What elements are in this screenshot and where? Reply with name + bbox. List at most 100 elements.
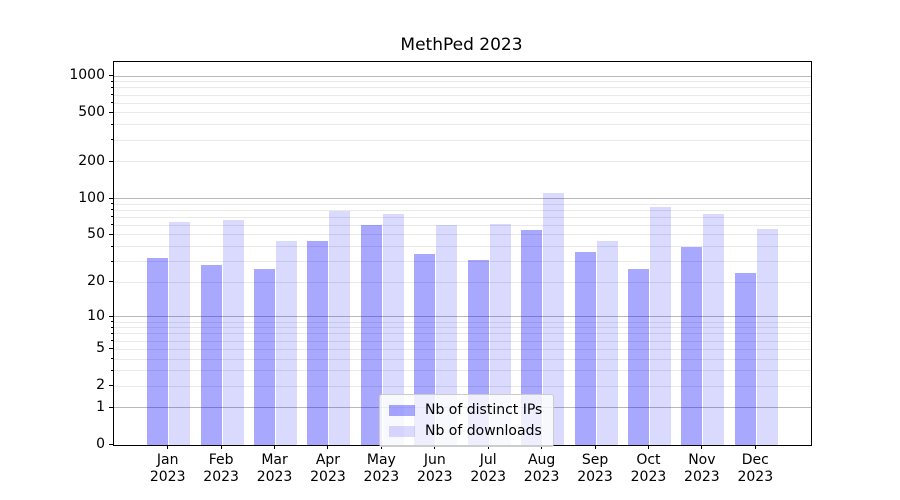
bar-downloads-nov	[703, 214, 725, 445]
gridline-minor	[114, 112, 811, 114]
y-tick-label: 200	[78, 152, 105, 169]
y-axis-minor-tick	[111, 340, 114, 342]
y-axis-minor-tick	[111, 102, 114, 104]
y-axis-minor-tick	[111, 203, 114, 205]
chart-title: MethPed 2023	[400, 35, 523, 55]
gridline-minor	[114, 124, 811, 126]
gridline-major	[114, 316, 811, 318]
gridline-minor	[114, 81, 811, 83]
gridline-minor	[114, 246, 811, 248]
gridline-minor	[114, 216, 811, 218]
x-tick	[541, 445, 543, 449]
gridline-minor	[114, 87, 811, 89]
x-tick	[380, 445, 382, 449]
x-tick	[487, 445, 489, 449]
bar-distinct-ips-mar	[254, 268, 276, 445]
y-tick-label: 500	[78, 103, 105, 120]
bar-downloads-jul	[489, 223, 511, 445]
gridline-minor	[114, 102, 811, 104]
bar-distinct-ips-jan	[147, 258, 169, 445]
y-tick	[109, 197, 114, 199]
x-tick-label: Oct 2023	[630, 452, 667, 485]
gridline-minor	[114, 385, 811, 387]
gridline-minor	[114, 370, 811, 372]
legend-item-downloads: Nb of downloads	[389, 423, 543, 439]
gridline-minor	[114, 348, 811, 350]
gridline-minor	[114, 321, 811, 323]
bar-downloads-oct	[649, 207, 671, 445]
y-axis-minor-tick	[111, 358, 114, 360]
bar-downloads-apr	[329, 210, 351, 445]
bar-downloads-jan	[169, 222, 191, 445]
y-axis-minor-tick	[111, 260, 114, 262]
x-tick	[274, 445, 276, 449]
y-tick-label: 2	[96, 377, 105, 394]
y-axis-minor-tick	[111, 321, 114, 323]
y-tick	[109, 160, 114, 162]
y-axis-minor-tick	[111, 80, 114, 82]
x-tick-label: Aug 2023	[523, 452, 560, 485]
y-tick	[109, 406, 114, 408]
x-tick-label: Nov 2023	[684, 452, 720, 485]
x-tick	[594, 445, 596, 449]
legend-swatch-distinct-ips	[389, 404, 415, 416]
x-tick	[327, 445, 329, 449]
legend-swatch-downloads	[389, 425, 415, 437]
gridline-minor	[114, 139, 811, 141]
x-tick	[754, 445, 756, 449]
x-tick-label: Dec 2023	[737, 452, 774, 485]
y-tick	[109, 233, 114, 235]
y-tick-label: 1	[96, 398, 105, 415]
gridline-major	[114, 75, 811, 77]
bar-downloads-mar	[276, 240, 298, 445]
bar-distinct-ips-aug	[521, 230, 543, 445]
y-tick-label: 20	[87, 273, 105, 290]
bar-distinct-ips-dec	[734, 273, 756, 445]
x-tick	[647, 445, 649, 449]
x-tick-label: May 2023	[363, 452, 400, 485]
bar-distinct-ips-oct	[627, 268, 649, 445]
plot-area: Nb of distinct IPs Nb of downloads	[113, 61, 812, 447]
gridline-minor	[114, 261, 811, 263]
bar-downloads-jun	[436, 224, 458, 445]
legend-label-downloads: Nb of downloads	[425, 423, 542, 439]
y-tick-label: 0	[96, 436, 105, 452]
y-axis-minor-tick	[111, 94, 114, 96]
y-axis-minor-tick	[111, 369, 114, 371]
gridline-minor	[114, 340, 811, 342]
bar-distinct-ips-may	[360, 225, 382, 445]
bar-distinct-ips-apr	[307, 240, 329, 445]
x-tick	[434, 445, 436, 449]
gridline-minor	[114, 161, 811, 163]
y-axis-minor-tick	[111, 326, 114, 328]
gridline-minor	[114, 358, 811, 360]
gridline-minor	[114, 327, 811, 329]
y-axis-minor-tick	[111, 209, 114, 211]
y-tick-label: 50	[87, 225, 105, 242]
gridline-minor	[114, 209, 811, 211]
bar-distinct-ips-sep	[574, 252, 596, 445]
x-tick-label: Jul 2023	[470, 452, 507, 485]
x-tick-label: Feb 2023	[203, 452, 239, 485]
x-tick-label: Jan 2023	[149, 452, 186, 485]
legend-label-distinct-ips: Nb of distinct IPs	[425, 402, 543, 418]
bar-distinct-ips-feb	[200, 265, 222, 445]
bar-downloads-dec	[756, 229, 778, 445]
y-tick	[109, 315, 114, 317]
y-axis-minor-tick	[111, 123, 114, 125]
gridline-minor	[114, 224, 811, 226]
gridline-minor	[114, 203, 811, 205]
x-tick-label: Jun 2023	[416, 452, 453, 485]
bar-downloads-sep	[596, 240, 618, 445]
y-axis-minor-tick	[111, 245, 114, 247]
gridline-minor	[114, 281, 811, 283]
gridline-minor	[114, 333, 811, 335]
y-axis-minor-tick	[111, 139, 114, 141]
y-tick	[109, 444, 114, 445]
y-tick	[109, 75, 114, 76]
y-axis-minor-tick	[111, 216, 114, 218]
y-tick	[109, 385, 114, 387]
bar-distinct-ips-nov	[681, 246, 703, 445]
gridline-major	[114, 198, 811, 199]
